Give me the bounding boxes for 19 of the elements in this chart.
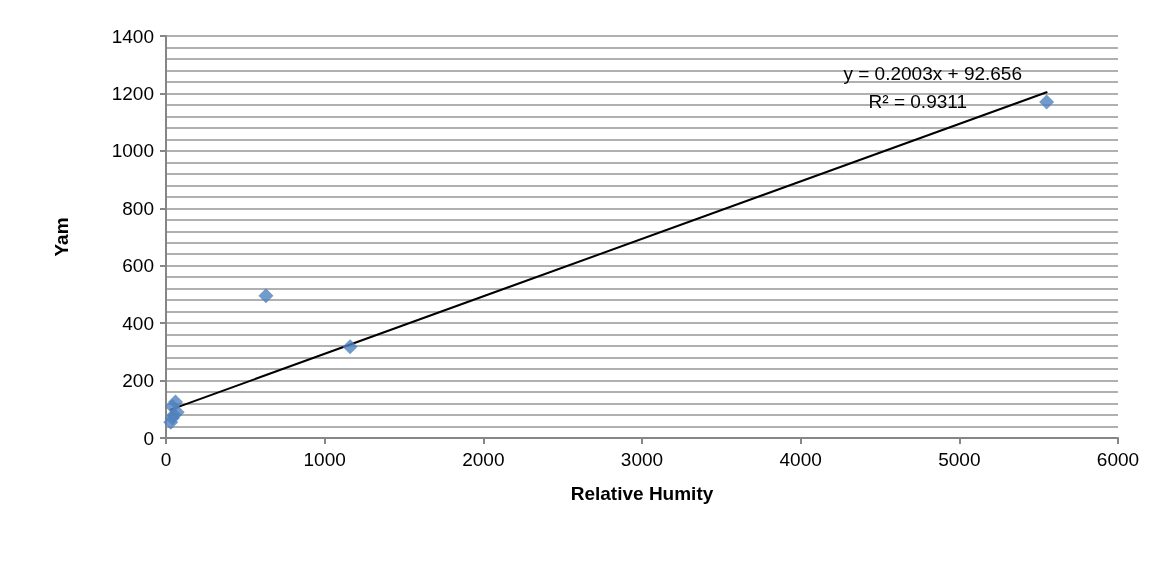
y-axis-title: Yam [51,217,72,257]
x-tick-label: 5000 [938,449,981,470]
y-tick-label: 200 [122,370,154,392]
x-tick-label: 1000 [303,449,346,470]
y-tick-label: 600 [122,255,154,277]
x-tick-label: 4000 [779,449,822,470]
annotation: y = 0.2003x + 92.656 [843,63,1023,84]
x-tick-label: 6000 [1096,449,1140,470]
x-tick-label: 0 [160,449,172,470]
x-tick-label: 3000 [620,449,664,470]
y-tick-label: 800 [122,197,154,219]
y-tick-label: 1200 [111,82,154,104]
y-tick-label: 400 [122,312,154,334]
y-tick-label: 1000 [111,140,154,162]
y-tick-label: 0 [143,427,154,449]
y-tick-label: 1400 [111,25,154,47]
x-axis-title: Relative Humity [570,483,714,504]
x-tick-label: 2000 [462,449,505,470]
annotation: R² = 0.9311 [868,91,967,112]
